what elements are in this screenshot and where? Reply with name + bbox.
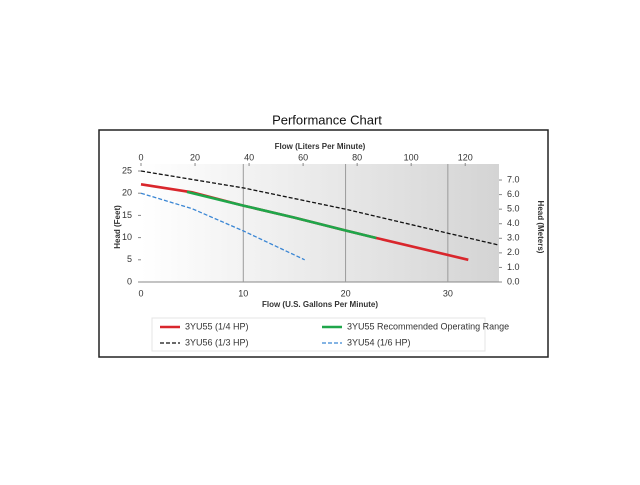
x-tick-label: 20 xyxy=(341,288,351,298)
y-tick-label: 10 xyxy=(122,232,132,242)
x-tick-label: 10 xyxy=(238,288,248,298)
y2-axis-title: Head (Meters) xyxy=(536,201,545,254)
x-tick-label: 30 xyxy=(443,288,453,298)
y2-tick-label: 0.0 xyxy=(507,276,520,286)
y-tick-label: 5 xyxy=(127,254,132,264)
legend-label: 3YU54 (1/6 HP) xyxy=(347,337,411,347)
y2-tick-label: 6.0 xyxy=(507,189,520,199)
legend-label: 3YU55 (1/4 HP) xyxy=(185,321,249,331)
x-axis-title: Flow (U.S. Gallons Per Minute) xyxy=(262,300,378,309)
x2-tick-label: 20 xyxy=(190,152,200,162)
y2-tick-label: 5.0 xyxy=(507,204,520,214)
legend-label: 3YU55 Recommended Operating Range xyxy=(347,321,509,331)
x2-tick-label: 120 xyxy=(458,152,473,162)
series-line xyxy=(186,190,377,240)
y2-tick-label: 4.0 xyxy=(507,218,520,228)
y2-tick-label: 1.0 xyxy=(507,262,520,272)
x-tick-label: 0 xyxy=(138,288,143,298)
x2-tick-label: 100 xyxy=(404,152,419,162)
y-tick-label: 15 xyxy=(122,210,132,220)
y-axis-title: Head (Feet) xyxy=(113,205,122,249)
y-tick-label: 25 xyxy=(122,165,132,175)
y-tick-label: 20 xyxy=(122,188,132,198)
x2-tick-label: 60 xyxy=(298,152,308,162)
x2-tick-label: 40 xyxy=(244,152,254,162)
series-line xyxy=(140,170,500,246)
y-tick-label: 0 xyxy=(127,276,132,286)
x2-tick-label: 80 xyxy=(352,152,362,162)
chart-title: Performance Chart xyxy=(272,112,382,127)
y2-tick-label: 2.0 xyxy=(507,247,520,257)
series-line xyxy=(140,192,305,261)
y2-tick-label: 3.0 xyxy=(507,233,520,243)
legend-label: 3YU56 (1/3 HP) xyxy=(185,337,249,347)
x2-tick-label: 0 xyxy=(138,152,143,162)
y2-tick-label: 7.0 xyxy=(507,174,520,184)
legend xyxy=(151,317,486,352)
x2-axis-title: Flow (Liters Per Minute) xyxy=(275,142,366,151)
